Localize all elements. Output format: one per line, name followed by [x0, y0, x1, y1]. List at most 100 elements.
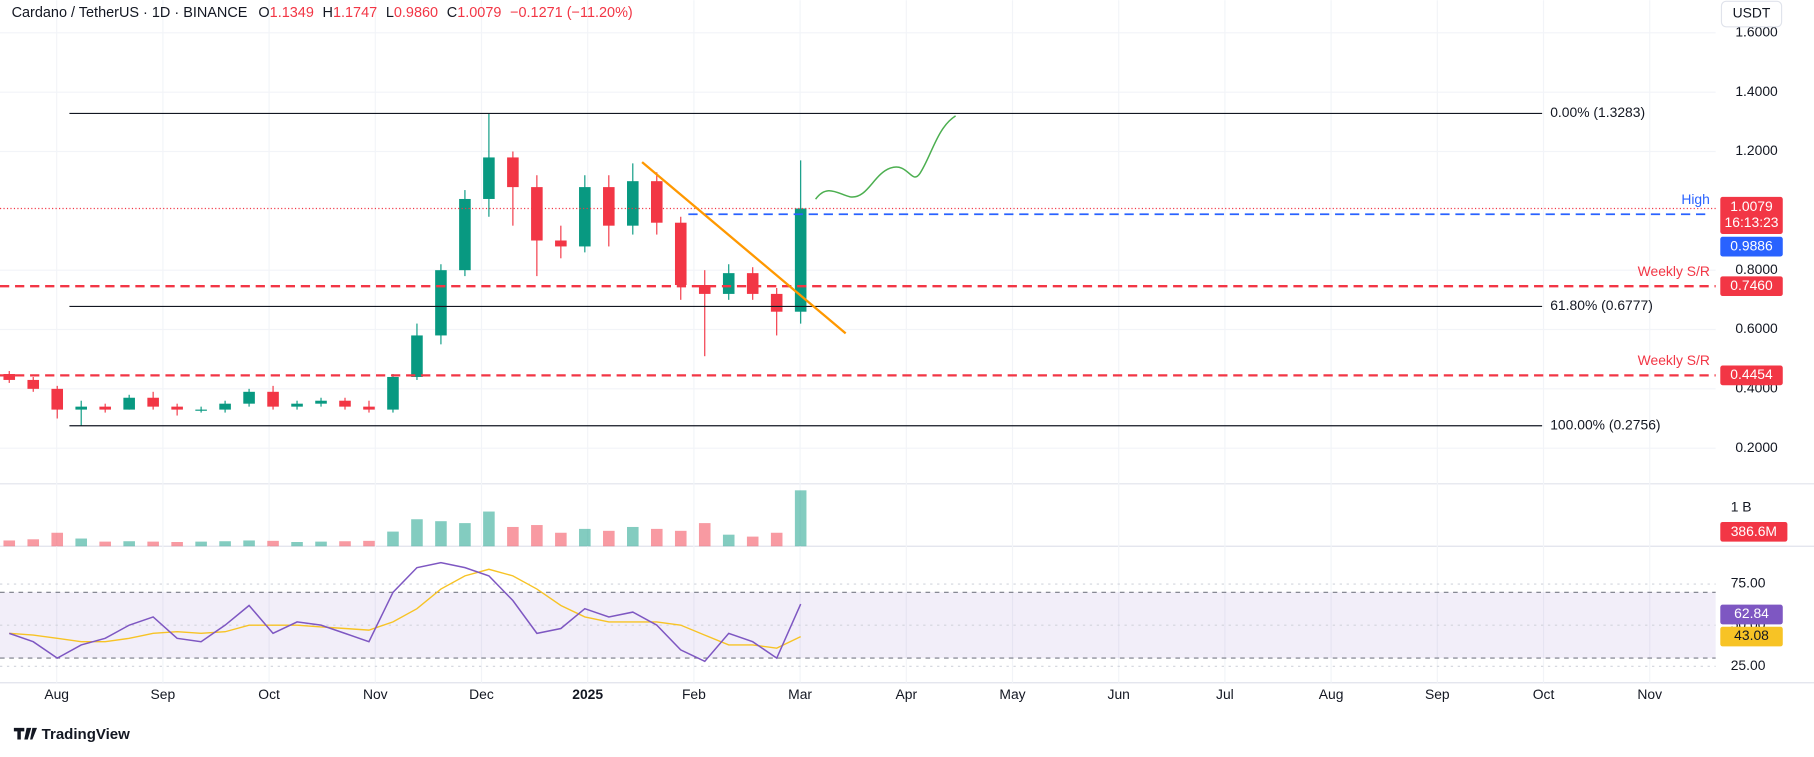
- rsi-ma-line: [9, 568, 801, 649]
- fib-label: 100.00% (0.2756): [1550, 416, 1660, 432]
- rsi-tick-label: 75.00: [1731, 575, 1766, 591]
- level-tag: 0.4454: [1730, 366, 1773, 382]
- x-tick-label: Sep: [151, 686, 176, 702]
- currency: USDT: [1733, 5, 1771, 21]
- volume-bar: [459, 523, 471, 547]
- trendline: [641, 161, 847, 335]
- volume-bar: [267, 540, 279, 547]
- level-tag-bg: [1720, 276, 1783, 297]
- volume-bar: [291, 542, 303, 547]
- low-value: 0.9860: [394, 5, 438, 21]
- volume-bar: [3, 540, 16, 547]
- volume-bar: [363, 540, 375, 547]
- x-tick-label: Sep: [1425, 686, 1450, 702]
- rsi-ma-tag: 43.08: [1734, 627, 1769, 643]
- candle-body: [555, 240, 567, 247]
- candle-body: [459, 198, 471, 271]
- volume-bar: [387, 531, 399, 547]
- level-name: Weekly S/R: [1638, 263, 1710, 279]
- candle-body: [195, 409, 207, 411]
- open-label: O: [258, 5, 269, 21]
- volume-bar: [27, 539, 40, 547]
- fib-label: 0.00% (1.3283): [1550, 104, 1645, 120]
- countdown: 16:13:23: [1725, 214, 1779, 230]
- candle-body: [171, 406, 183, 410]
- candle-body: [75, 406, 87, 410]
- x-tick-label: Oct: [258, 686, 280, 702]
- candle-body: [291, 403, 303, 407]
- x-tick-label: Aug: [44, 686, 69, 702]
- candle-body: [627, 181, 639, 226]
- candle-body: [674, 222, 687, 286]
- high-value: 1.1747: [333, 5, 377, 21]
- volume-bar: [195, 541, 207, 547]
- volume-bar: [627, 526, 639, 547]
- volume-tick-label: 1 B: [1731, 498, 1752, 514]
- x-tick-label: Mar: [788, 686, 812, 702]
- symbol: Cardano / TetherUS · 1D · BINANCE: [12, 5, 248, 21]
- candle-body: [746, 273, 759, 294]
- x-tick-label: Aug: [1319, 686, 1344, 702]
- x-tick-label: Jul: [1216, 686, 1234, 702]
- volume-bar: [770, 532, 783, 547]
- volume-bar: [794, 490, 807, 547]
- y-tick-label: 0.6000: [1735, 320, 1778, 336]
- close-value: 1.0079: [457, 5, 501, 21]
- brand: TradingView: [42, 726, 130, 743]
- candle-body: [387, 376, 399, 410]
- volume-tag-bg: [1720, 521, 1788, 542]
- high-label: H: [323, 5, 333, 21]
- level-tag: 0.7460: [1730, 277, 1773, 293]
- high-tag: 0.9886: [1730, 237, 1773, 253]
- projection-path: [814, 115, 956, 200]
- x-tick-label: Oct: [1533, 686, 1555, 702]
- y-tick-label: 0.8000: [1735, 261, 1778, 277]
- candle-body: [3, 374, 16, 380]
- candle-body: [267, 391, 279, 407]
- close-label: C: [447, 5, 457, 21]
- rsi-tag: 62.84: [1734, 605, 1769, 621]
- volume-bar: [411, 519, 423, 547]
- volume-bar: [507, 526, 519, 547]
- volume-bar: [722, 534, 735, 547]
- volume-bar: [746, 536, 759, 547]
- volume-bar: [483, 511, 495, 547]
- volume-bar: [435, 521, 447, 547]
- candle-body: [794, 208, 807, 312]
- x-tick-label: 2025: [572, 686, 603, 702]
- level-name: Weekly S/R: [1638, 352, 1710, 368]
- candle-body: [51, 388, 64, 410]
- candle-body: [698, 285, 711, 294]
- open-value: 1.1349: [270, 5, 314, 21]
- y-tick-label: 1.2000: [1735, 142, 1778, 158]
- rsi-tick-label: 25.00: [1731, 657, 1766, 673]
- candle-body: [147, 397, 159, 407]
- candle-body: [99, 406, 111, 410]
- volume-bar: [555, 532, 567, 547]
- x-tick-label: Nov: [1637, 686, 1662, 702]
- candle-body: [123, 397, 135, 410]
- volume-bar: [579, 528, 591, 547]
- volume-bar: [123, 541, 135, 547]
- candle-body: [27, 379, 40, 389]
- x-tick-label: May: [999, 686, 1025, 702]
- x-tick-label: Dec: [469, 686, 494, 702]
- volume-bar: [75, 538, 87, 547]
- volume-bar: [171, 542, 183, 547]
- rsi-line: [9, 561, 802, 663]
- volume-bar: [243, 540, 255, 547]
- x-tick-label: Jun: [1108, 686, 1130, 702]
- candle-body: [315, 400, 327, 404]
- high-tag-bg: [1720, 236, 1783, 257]
- y-tick-label: 0.2000: [1735, 439, 1778, 455]
- volume-bar: [674, 530, 687, 547]
- candle-body: [722, 273, 735, 294]
- candle-body: [435, 270, 447, 336]
- currency-box[interactable]: [1720, 0, 1783, 28]
- high-name: High: [1681, 191, 1710, 207]
- low-label: L: [386, 5, 394, 21]
- candle-body: [603, 187, 615, 226]
- x-tick-label: Feb: [682, 686, 706, 702]
- volume-bar: [219, 541, 231, 547]
